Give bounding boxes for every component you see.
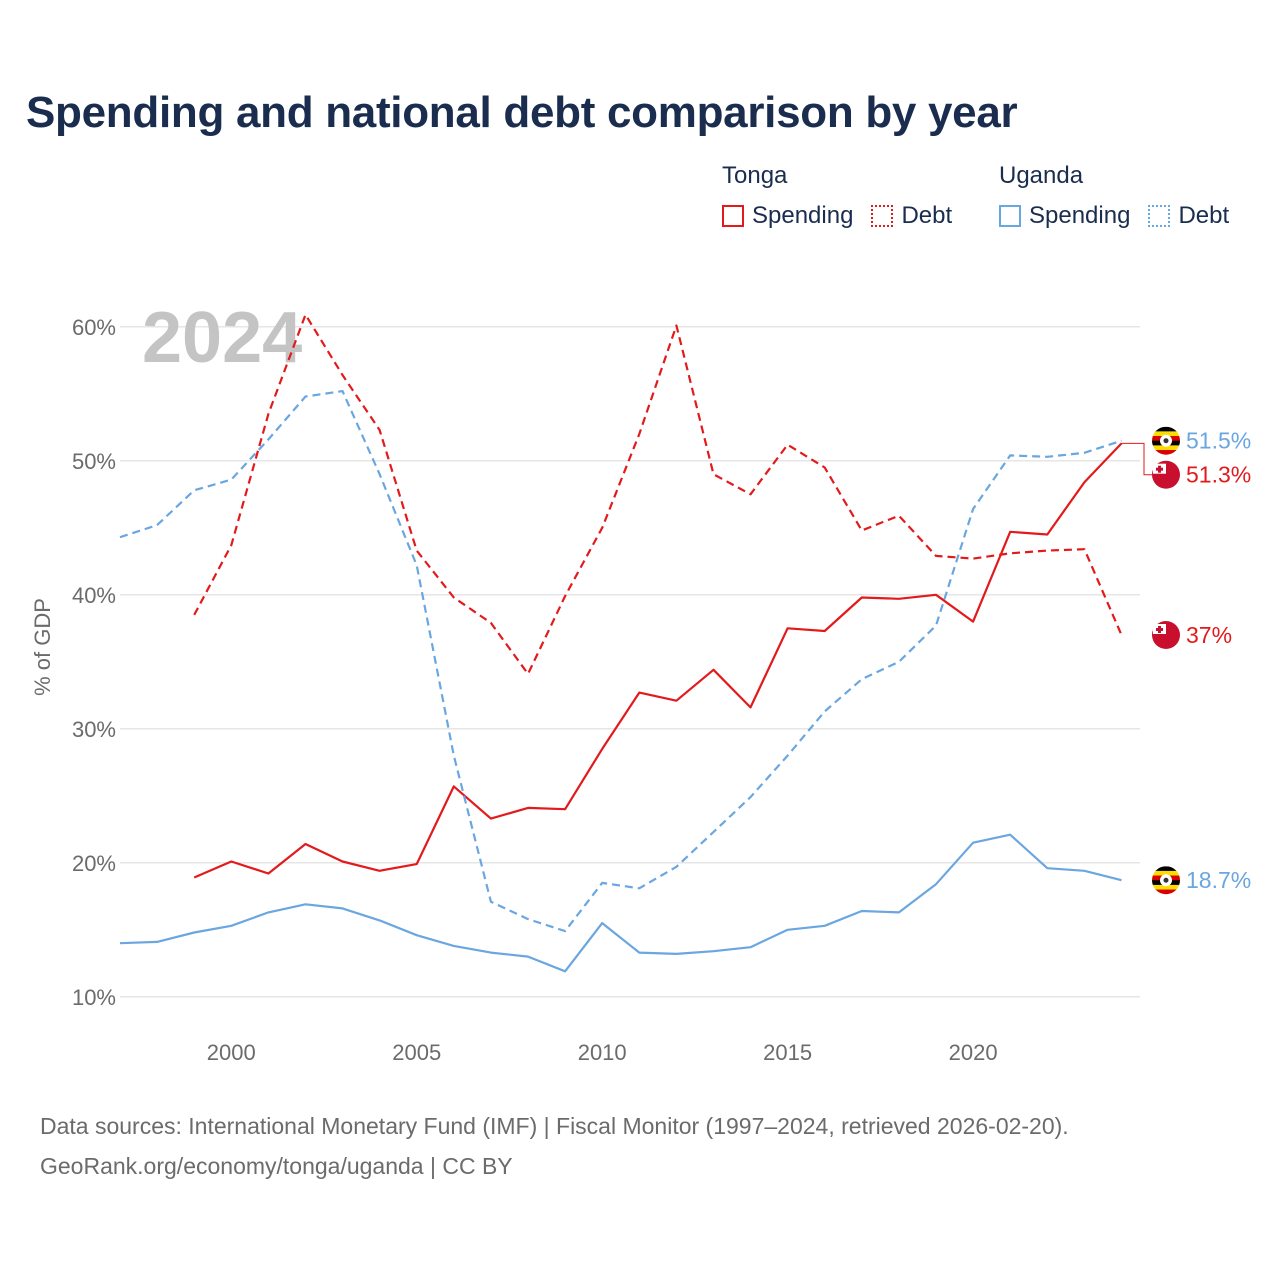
x-tick-labels: 2000 2005 2010 2015 2020 bbox=[207, 1040, 998, 1065]
footer: Data sources: International Monetary Fun… bbox=[40, 1106, 1069, 1186]
series-line-uganda-spending[interactable] bbox=[119, 833, 1122, 973]
end-value-label: 51.5% bbox=[1186, 428, 1251, 454]
y-axis-label: % of GDP bbox=[30, 598, 55, 696]
uganda-flag-icon bbox=[1152, 866, 1180, 895]
tonga-flag-cross-h bbox=[1156, 467, 1163, 471]
uganda-flag-stripe bbox=[1152, 884, 1180, 891]
y-tick-label: 20% bbox=[72, 851, 116, 876]
chart-title: Spending and national debt comparison by… bbox=[26, 88, 1018, 137]
end-marker-uganda-debt: 51.5% bbox=[1152, 426, 1251, 455]
y-tick-label: 30% bbox=[72, 717, 116, 742]
y-tick-labels: 10% 20% 30% 40% 50% 60% bbox=[72, 315, 116, 1010]
legend-swatch-solid-icon bbox=[999, 205, 1021, 227]
legend-swatch-dotted-icon bbox=[871, 205, 894, 227]
legend-title-uganda: Uganda bbox=[999, 162, 1084, 189]
uganda-flag-stripe bbox=[1152, 426, 1180, 432]
uganda-flag-crane bbox=[1163, 877, 1169, 883]
legend-group-tonga: Tonga Spending Debt bbox=[722, 162, 970, 230]
legend-label: Debt bbox=[1178, 202, 1230, 229]
uganda-flag-icon bbox=[1152, 426, 1180, 455]
y-tick-label: 60% bbox=[72, 315, 116, 340]
tonga-flag-cross-h bbox=[1156, 628, 1163, 631]
legend-uganda-debt[interactable]: Debt bbox=[1148, 202, 1229, 230]
end-value-label: 37% bbox=[1186, 622, 1232, 648]
uganda-flag-stripe bbox=[1152, 445, 1180, 451]
legend-uganda-spending[interactable]: Spending bbox=[999, 202, 1130, 230]
grid-lines bbox=[120, 326, 1140, 998]
x-tick-label: 2005 bbox=[392, 1040, 441, 1065]
x-tick-label: 2020 bbox=[949, 1040, 998, 1065]
legend-title-tonga: Tonga bbox=[722, 162, 788, 189]
year-watermark: 2024 bbox=[142, 298, 302, 378]
label-leader-line bbox=[1121, 442, 1152, 476]
end-marker-tonga-debt: 37% bbox=[1152, 621, 1232, 649]
legend-label: Spending bbox=[1029, 202, 1131, 229]
uganda-flag-stripe bbox=[1152, 450, 1180, 455]
data-source-note: Data sources: International Monetary Fun… bbox=[40, 1113, 1069, 1139]
legend-tonga-debt[interactable]: Debt bbox=[871, 202, 952, 230]
uganda-flag-stripe bbox=[1152, 431, 1180, 437]
end-markers: 51.5% 51.3% 37% 18.7% bbox=[1121, 426, 1251, 895]
attribution-link[interactable]: GeoRank.org/economy/tonga/uganda | CC BY bbox=[40, 1153, 513, 1179]
legend-swatch-dotted-icon bbox=[1148, 205, 1171, 227]
end-marker-uganda-spending: 18.7% bbox=[1152, 866, 1251, 895]
y-tick-label: 10% bbox=[72, 985, 116, 1010]
series-line-uganda-debt[interactable] bbox=[119, 390, 1122, 933]
legend-group-uganda: Uganda Spending Debt bbox=[999, 162, 1247, 230]
chart-canvas: 2024 % of GDP 10%20%30%40%50%60% 2000 200… bbox=[30, 298, 1251, 1065]
uganda-flag-stripe bbox=[1152, 866, 1180, 872]
end-value-label: 51.3% bbox=[1186, 462, 1251, 488]
legend-swatch-solid-icon bbox=[722, 205, 744, 227]
series-line-tonga-spending[interactable] bbox=[193, 442, 1123, 879]
x-tick-label: 2000 bbox=[207, 1040, 256, 1065]
y-tick-label: 40% bbox=[72, 583, 116, 608]
uganda-flag-stripe bbox=[1152, 870, 1180, 877]
end-value-label: 18.7% bbox=[1186, 867, 1251, 893]
series-lines bbox=[119, 313, 1123, 973]
legend-tonga-spending[interactable]: Spending bbox=[722, 202, 853, 230]
legend-label: Debt bbox=[901, 202, 953, 229]
x-tick-label: 2015 bbox=[763, 1040, 812, 1065]
uganda-flag-stripe bbox=[1152, 889, 1180, 895]
x-tick-label: 2010 bbox=[578, 1040, 627, 1065]
uganda-flag-crane bbox=[1163, 438, 1169, 444]
end-marker-tonga-spending: 51.3% bbox=[1152, 460, 1251, 489]
y-tick-label: 50% bbox=[72, 449, 116, 474]
series-line-tonga-debt[interactable] bbox=[193, 313, 1123, 675]
legend-label: Spending bbox=[752, 202, 854, 229]
